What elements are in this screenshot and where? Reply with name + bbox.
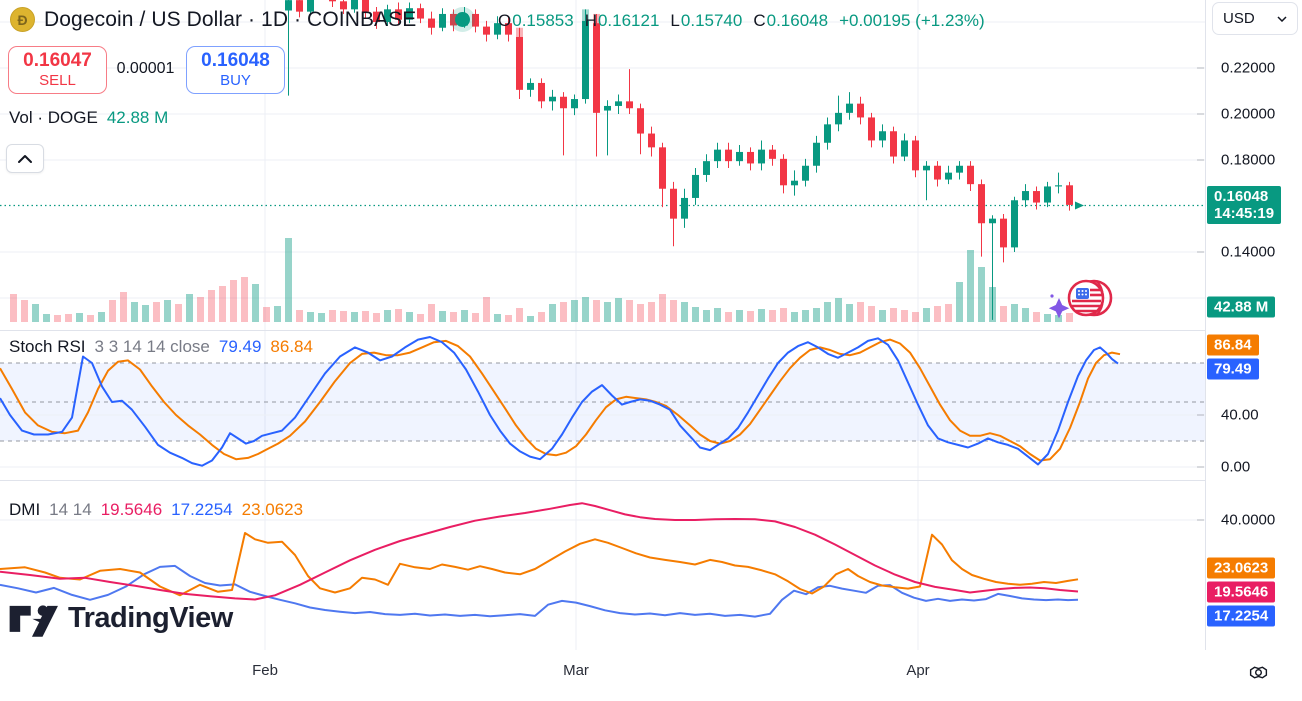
open-value: 0.15853: [512, 11, 574, 30]
stoch-rsi-legend[interactable]: Stoch RSI 3 3 14 14 close 79.49 86.84: [9, 337, 313, 357]
month-label: Mar: [563, 662, 589, 679]
stoch-axis-label: 40.00: [1221, 406, 1259, 424]
dmi-value-badge: 23.0623: [1207, 557, 1276, 579]
buy-price: 0.16048: [201, 50, 270, 71]
symbol-title[interactable]: Dogecoin / US Dollar · 1D · COINBASE: [44, 7, 417, 31]
high-value: 0.16121: [597, 11, 660, 30]
volume-legend[interactable]: Vol · DOGE 42.88 M: [9, 108, 168, 128]
pane-separator-2[interactable]: [0, 480, 1302, 481]
dmi-title: DMI: [9, 500, 41, 519]
close-label: C: [753, 11, 766, 30]
symbol-header[interactable]: Ð Dogecoin / US Dollar · 1D · COINBASE: [10, 7, 416, 32]
dmi-minus-di-value: 17.2254: [171, 500, 233, 519]
price-pane[interactable]: [0, 0, 1205, 330]
volume-badge: 42.88 M: [1207, 296, 1276, 318]
tradingview-logo-icon: [9, 605, 58, 637]
stoch-value-badge: 86.84: [1207, 334, 1259, 356]
chevron-up-icon: [18, 154, 32, 163]
dmi-adx-value: 19.5646: [100, 500, 163, 519]
dmi-params: 14 14: [49, 500, 92, 519]
market-status-dot[interactable]: [455, 12, 470, 27]
dmi-value-badge: 17.2254: [1207, 605, 1276, 627]
volume-value: 42.88 M: [106, 108, 169, 127]
ai-news-globe-icon[interactable]: [1046, 276, 1120, 329]
ohlc-values: O0.15853 H0.16121 L0.15740 C0.16048 +0.0…: [498, 11, 985, 31]
dmi-pane[interactable]: [0, 480, 1205, 650]
stoch-k-value: 79.49: [218, 337, 262, 356]
dogecoin-icon: Ð: [10, 7, 35, 32]
stoch-value-badge: 79.49: [1207, 358, 1259, 380]
stoch-axis-label: 0.00: [1221, 458, 1251, 476]
stoch-rsi-pane[interactable]: [0, 330, 1205, 480]
dmi-value-badge: 19.5646: [1207, 581, 1276, 603]
time-axis[interactable]: Feb Mar Apr: [0, 650, 1302, 701]
sell-button[interactable]: 0.16047 SELL: [8, 46, 107, 94]
price-axis-label: 0.22000: [1221, 59, 1276, 77]
change-value: +0.00195 (+1.23%): [839, 11, 985, 30]
low-label: L: [670, 11, 680, 30]
gear-icon: [1249, 665, 1267, 679]
buy-label: BUY: [220, 72, 251, 89]
current-price-badge: 0.16048 14:45:19: [1207, 185, 1282, 224]
month-label: Feb: [252, 662, 278, 679]
close-value: 0.16048: [766, 11, 829, 30]
stoch-rsi-title: Stoch RSI: [9, 337, 86, 356]
sell-label: SELL: [39, 72, 76, 89]
volume-label: Vol · DOGE: [9, 108, 98, 127]
currency-value: USD: [1223, 10, 1255, 27]
sell-price: 0.16047: [23, 50, 92, 71]
buy-button[interactable]: 0.16048 BUY: [186, 46, 285, 94]
spread-value: 0.00001: [116, 60, 175, 77]
price-axis[interactable]: USD 0.22000 0.20000 0.18000 0.14000 0.16048 1…: [1205, 0, 1302, 650]
open-label: O: [498, 11, 512, 30]
collapse-panel-button[interactable]: [6, 144, 44, 173]
dmi-legend[interactable]: DMI 14 14 19.5646 17.2254 23.0623: [9, 500, 303, 520]
month-label: Apr: [906, 662, 930, 679]
currency-select[interactable]: USD: [1212, 2, 1298, 35]
price-axis-label: 0.14000: [1221, 243, 1276, 261]
dmi-axis-label: 40.0000: [1221, 511, 1276, 529]
watermark-text: TradingView: [68, 601, 233, 634]
pane-separator-1[interactable]: [0, 330, 1302, 331]
dmi-plus-di-value: 23.0623: [241, 500, 304, 519]
price-axis-label: 0.18000: [1221, 151, 1276, 169]
stoch-d-value: 86.84: [270, 337, 313, 356]
low-value: 0.15740: [680, 11, 743, 30]
tradingview-watermark: TradingView: [8, 598, 233, 638]
chevron-down-icon: [1277, 15, 1287, 22]
stoch-rsi-params: 3 3 14 14 close: [94, 337, 210, 356]
time-axis-settings-button[interactable]: [1246, 660, 1270, 684]
price-axis-label: 0.20000: [1221, 105, 1276, 123]
high-label: H: [584, 11, 597, 30]
